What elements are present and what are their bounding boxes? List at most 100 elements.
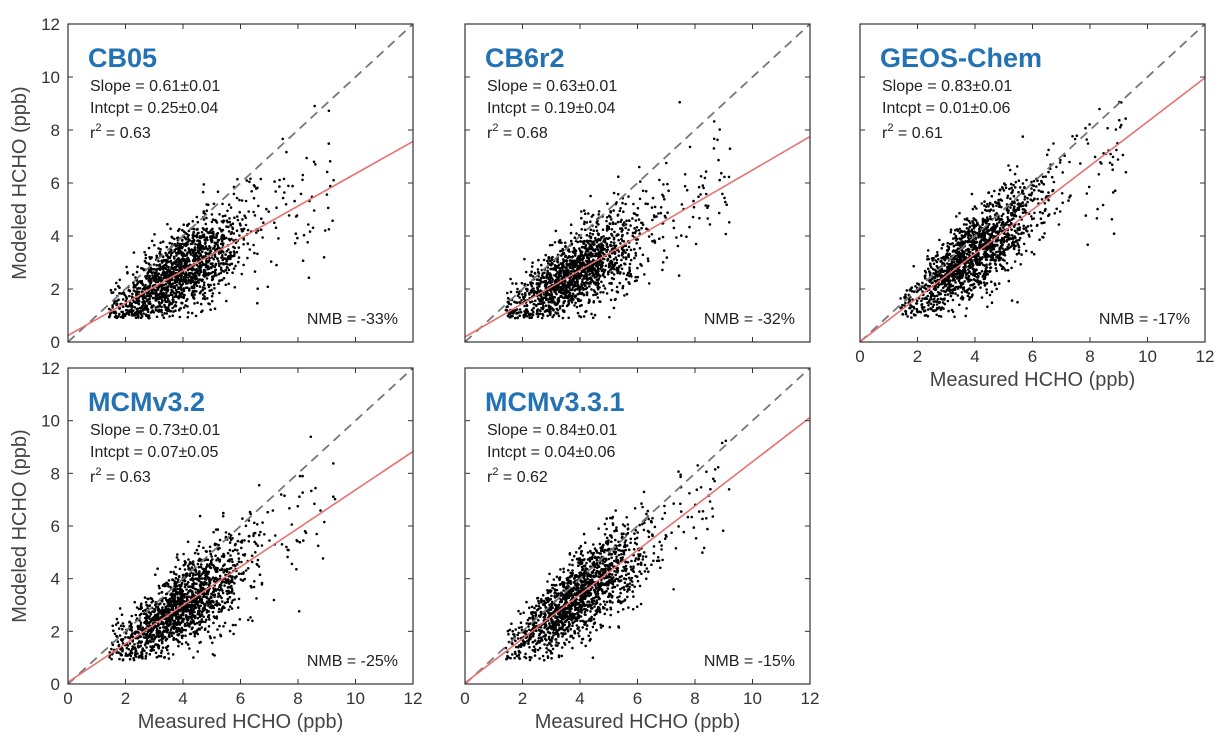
data-point [183,568,187,571]
data-point [579,254,583,258]
data-point [506,300,510,304]
data-point [220,256,223,259]
data-point [1022,204,1025,207]
data-point [958,281,962,285]
data-point [600,261,603,265]
data-point [149,266,153,270]
data-point [1012,201,1015,205]
data-point [185,286,189,290]
data-point [205,252,208,256]
data-point [580,291,584,295]
data-point [554,311,557,314]
data-point [194,242,197,246]
data-point [181,245,184,249]
data-point [904,312,908,316]
data-point [994,224,998,227]
data-point [327,142,331,145]
data-point [723,196,726,200]
data-point [633,256,636,260]
data-point [584,310,587,314]
data-point [153,273,157,276]
data-point [120,613,124,616]
data-point [523,292,527,295]
data-point [618,209,622,213]
data-point [186,256,190,260]
data-point [232,192,236,196]
data-point [591,233,595,236]
data-point [167,260,170,264]
data-point [600,265,603,269]
data-point [1030,217,1034,221]
data-point [589,280,592,284]
data-point [966,247,970,251]
data-point [951,284,955,288]
data-point [921,281,924,285]
data-point [1009,245,1012,249]
data-point [155,263,158,267]
data-point [697,195,700,198]
data-point [148,293,151,296]
data-point [578,276,582,280]
data-point [528,316,531,320]
data-point [989,236,993,239]
data-point [113,301,117,304]
data-point [221,258,224,262]
data-point [216,238,220,242]
data-point [153,292,156,295]
data-point [600,244,603,248]
data-point [949,294,953,298]
data-point [173,265,177,269]
data-point [960,291,964,294]
data-point [1097,173,1101,176]
data-point [589,220,592,223]
data-point [203,287,207,290]
data-point [1018,215,1022,219]
data-point [567,295,571,298]
y-tick-label: 0 [51,333,60,352]
data-point [573,304,576,307]
data-point [920,303,923,307]
data-point [620,258,623,262]
data-point [1093,155,1097,159]
data-point [956,277,959,280]
data-point [558,286,561,289]
data-point [189,242,193,246]
data-point [999,256,1003,260]
data-point [536,308,540,311]
data-point [141,282,144,285]
data-point [962,254,965,257]
data-point [212,234,215,238]
data-point [613,252,617,256]
data-point [995,243,999,247]
data-point [988,215,992,218]
data-point [586,278,589,282]
data-point [628,270,631,273]
data-point [987,205,990,208]
data-point [562,269,565,273]
data-point [161,240,165,243]
data-point [984,269,987,272]
data-point [974,246,977,249]
data-point [308,230,312,233]
data-point [919,287,923,291]
data-point [604,264,608,268]
data-point [226,209,229,213]
data-point [513,316,517,320]
data-point [179,266,182,270]
data-point [986,255,989,259]
data-point [582,293,586,296]
data-point [167,256,171,260]
data-point [603,287,607,290]
data-point [139,316,143,320]
data-point [625,219,628,223]
data-point [919,310,923,314]
data-point [694,242,698,246]
data-point [553,241,557,244]
data-point [986,272,990,276]
data-point [551,315,554,319]
data-point [555,292,558,296]
data-point [147,302,151,306]
data-point [323,229,327,232]
data-point [939,282,943,286]
data-point [1006,268,1010,272]
